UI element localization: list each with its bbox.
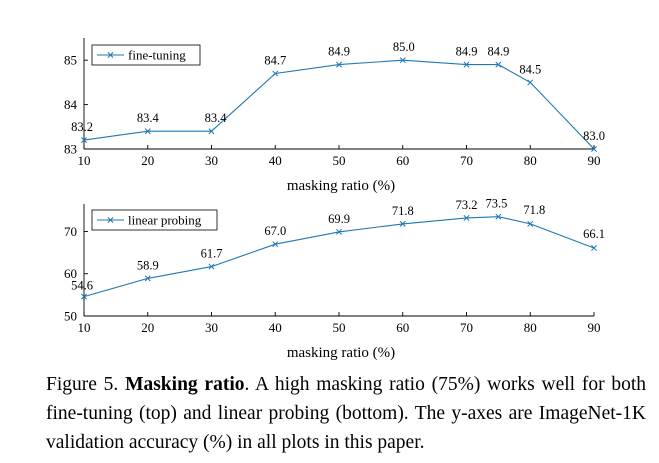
x-tick-label: 70 [460,153,473,168]
linear-probing-plot: 10 20 30 40 50 60 70 80 90 50 60 70 masking ratio (%… [64,197,605,361]
data-point [336,61,342,68]
x-tick-label: 80 [524,153,537,168]
y-tick-label: 84 [64,97,78,112]
x-tick-label: 30 [205,153,218,168]
caption-label: Figure 5. [46,374,119,395]
data-label: 66.1 [583,227,605,241]
legend-label: fine-tuning [128,48,186,63]
legend-box [91,209,218,231]
data-point [144,128,151,135]
y-tick-label: 70 [64,224,77,239]
fine-tuning-plot: 10 20 30 40 50 60 70 80 90 83 84 85 masking ratio (%… [64,38,605,194]
data-label: 61.7 [201,247,223,261]
x-tick-label: 50 [333,153,346,168]
data-point [272,241,279,248]
data-label: 69.9 [328,212,350,226]
data-point [399,220,406,227]
legend-marker [107,217,114,223]
x-tick-label: 60 [396,153,409,168]
data-label: 71.8 [523,203,545,217]
x-tick-label: 10 [78,153,91,168]
figure-caption: Figure 5. Masking ratio. A high masking … [46,370,646,457]
data-label: 58.9 [137,258,159,272]
data-point [81,293,87,300]
legend-marker [107,52,114,58]
data-point [272,70,279,77]
data-point [527,220,534,227]
caption-title: Masking ratio [125,374,245,395]
series-line [83,59,595,150]
data-label: 83.0 [583,129,605,143]
x-tick-label: 20 [141,153,154,168]
data-label: 83.4 [137,111,160,125]
data-label: 83.2 [71,120,93,134]
x-tick-label: 10 [78,320,91,335]
data-point [144,275,151,282]
x-tick-label: 90 [588,320,601,335]
data-point [208,128,215,135]
data-point [527,79,534,86]
data-point [495,213,502,220]
data-point [591,146,597,152]
x-axis-title: masking ratio (%) [287,345,395,361]
x-tick-label: 70 [460,320,473,335]
data-label: 83.4 [205,111,228,125]
data-label: 84.5 [519,62,541,76]
x-tick-label: 60 [396,320,409,335]
data-point [463,61,470,68]
x-tick-label: 40 [269,320,282,335]
y-tick-label: 83 [64,142,77,157]
x-tick-label: 40 [269,153,282,168]
x-axis-title: masking ratio (%) [287,178,395,194]
caption-text: . A high masking ratio (75%) works well … [46,374,646,453]
legend-box [91,44,201,66]
data-point [463,214,470,221]
data-label: 84.9 [328,45,350,59]
x-tick-label: 30 [205,320,218,335]
data-point [336,228,342,235]
x-tick-label: 20 [141,320,154,335]
data-point [495,61,502,68]
y-tick-label: 85 [64,53,77,68]
x-tick-label: 50 [333,320,346,335]
x-tick-label: 90 [588,153,601,168]
data-label: 73.2 [456,198,478,212]
data-label: 73.5 [485,197,507,211]
data-label: 84.9 [456,45,478,59]
data-label: 71.8 [392,204,414,218]
data-point [208,263,215,270]
series-line [83,216,595,298]
data-point [81,137,87,144]
data-label: 67.0 [264,224,286,238]
y-tick-label: 60 [64,266,77,281]
data-label: 54.6 [71,279,93,293]
data-label: 84.7 [264,54,286,68]
data-point [399,57,406,64]
legend-label: linear probing [128,213,202,228]
data-label: 85.0 [393,40,415,54]
x-tick-label: 80 [524,320,537,335]
data-label: 84.9 [487,45,509,59]
data-point [591,245,597,251]
y-tick-label: 50 [64,309,77,324]
